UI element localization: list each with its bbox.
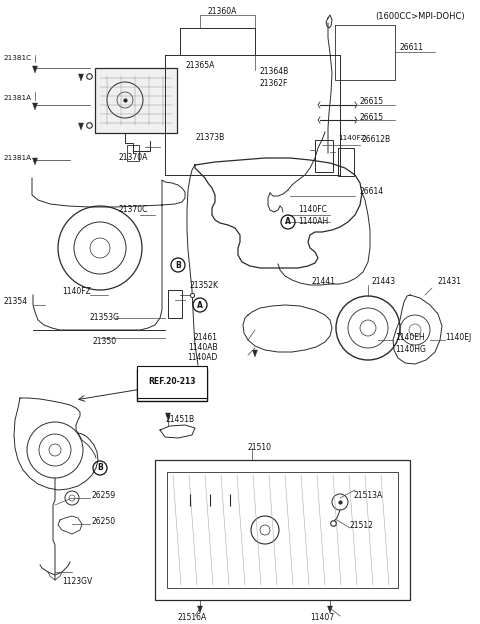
Text: 26612B: 26612B	[362, 135, 391, 145]
FancyBboxPatch shape	[155, 460, 410, 600]
Text: 21364B: 21364B	[260, 67, 289, 77]
Text: 1140FZ: 1140FZ	[62, 288, 91, 296]
Text: 21381A: 21381A	[3, 95, 31, 101]
Text: 26615: 26615	[360, 112, 384, 122]
Polygon shape	[33, 103, 37, 110]
Text: 21352K: 21352K	[190, 281, 219, 290]
Text: 21365A: 21365A	[185, 61, 215, 69]
Text: 11407: 11407	[310, 613, 334, 623]
Text: 21350: 21350	[93, 338, 117, 346]
Polygon shape	[79, 123, 84, 130]
Text: 26611: 26611	[400, 44, 424, 52]
FancyBboxPatch shape	[95, 68, 177, 133]
FancyBboxPatch shape	[315, 140, 333, 172]
Text: 21381C: 21381C	[3, 55, 31, 61]
Polygon shape	[166, 413, 170, 420]
Text: 21512: 21512	[350, 520, 374, 530]
Text: 21362F: 21362F	[260, 79, 288, 87]
Polygon shape	[33, 66, 37, 73]
Polygon shape	[327, 606, 333, 613]
Text: REF.20-213: REF.20-213	[148, 381, 195, 389]
Text: 1140EH: 1140EH	[395, 333, 425, 343]
Text: 26614: 26614	[360, 187, 384, 197]
Text: 21370C: 21370C	[119, 205, 148, 215]
Text: 21373B: 21373B	[196, 134, 225, 142]
Text: 26259: 26259	[92, 490, 116, 499]
Text: 1123GV: 1123GV	[62, 577, 92, 587]
Text: 21353G: 21353G	[90, 313, 120, 323]
Polygon shape	[252, 350, 257, 357]
Text: 21510: 21510	[248, 444, 272, 452]
Text: REF.20-213: REF.20-213	[148, 378, 195, 386]
Text: 26250: 26250	[92, 517, 116, 527]
Text: 21360A: 21360A	[208, 7, 238, 16]
Text: 21451B: 21451B	[165, 416, 194, 424]
Text: 21370A: 21370A	[119, 154, 148, 162]
Text: B: B	[175, 260, 181, 270]
Polygon shape	[33, 158, 37, 165]
FancyBboxPatch shape	[338, 148, 354, 176]
Text: 21516A: 21516A	[177, 613, 206, 623]
Text: 21443: 21443	[372, 278, 396, 286]
FancyBboxPatch shape	[168, 290, 182, 318]
Text: 1140AB: 1140AB	[188, 343, 218, 353]
FancyBboxPatch shape	[127, 145, 139, 161]
Text: A: A	[197, 301, 203, 310]
Text: 21441: 21441	[312, 278, 336, 286]
Text: 21513A: 21513A	[353, 492, 382, 500]
Text: 26615: 26615	[360, 97, 384, 107]
Text: 1140HG: 1140HG	[395, 346, 426, 354]
Text: 1140FC: 1140FC	[298, 205, 327, 215]
Text: 21354: 21354	[3, 298, 27, 306]
Text: B: B	[97, 464, 103, 472]
Polygon shape	[197, 606, 203, 613]
Text: 21431: 21431	[438, 278, 462, 286]
Text: 1140EJ: 1140EJ	[445, 333, 471, 343]
Polygon shape	[79, 74, 84, 81]
Text: 1140AD: 1140AD	[188, 354, 218, 363]
Text: (1600CC>MPI-DOHC): (1600CC>MPI-DOHC)	[375, 12, 465, 21]
Text: 1140AH: 1140AH	[298, 218, 328, 227]
Text: A: A	[285, 218, 291, 227]
Text: 1140FZ: 1140FZ	[338, 135, 366, 141]
Text: 21381A: 21381A	[3, 155, 31, 161]
Text: 21461: 21461	[194, 333, 218, 343]
